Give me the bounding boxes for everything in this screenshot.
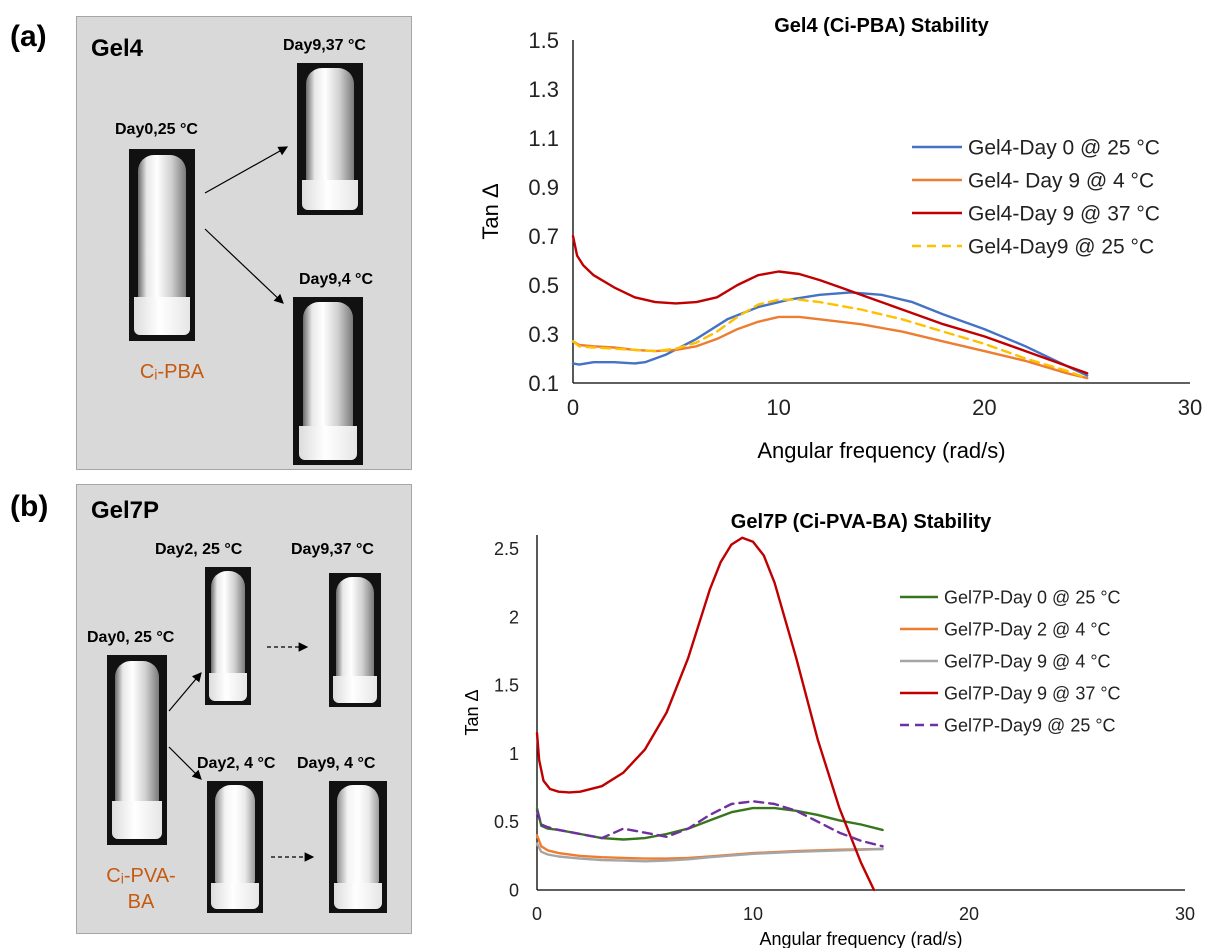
gel4-vial-day9-4c	[293, 297, 363, 465]
gel4-vial-label-day0: Day0,25 °C	[115, 121, 198, 138]
gel4-series-line-gel4-day9-25-c	[571, 298, 1089, 380]
gel4-stability-chart: Gel4 (Ci-PBA) Stability 0.1 0.3 0.5 0.7 0.9 1.…	[478, 15, 1202, 463]
gel4-chart-title: Gel4 (Ci-PBA) Stability	[774, 15, 989, 37]
gel4-y-tick-label: 1.5	[528, 28, 559, 53]
gel7p-legend-label-gel7p-day-9-4-c: Gel7P-Day 9 @ 4 °C	[944, 651, 1111, 671]
gel4-x-tick-label: 20	[972, 395, 996, 420]
gel4-series-line-gel4-day-9-4-c	[571, 315, 1089, 380]
gel4-legend-label-gel4-day-9-4-c: Gel4- Day 9 @ 4 °C	[968, 170, 1154, 193]
gel7p-legend-label-gel7p-day-0-25-c: Gel7P-Day 0 @ 25 °C	[944, 587, 1121, 607]
gel4-series-line-gel4-day-0-25-c	[571, 291, 1089, 377]
gel7p-vial-day2-4c	[207, 781, 263, 913]
gel7p-y-tick-label: 1.5	[494, 676, 519, 696]
gel7p-vial-day0	[107, 655, 167, 845]
gel7p-arrow-to-day2-25c	[168, 672, 202, 712]
gel7p-y-axis-label: Tan Δ	[462, 689, 482, 735]
gel4-y-tick-label: 0.1	[528, 371, 559, 396]
gel4-vial-label-day9-4c: Day9,4 °C	[299, 271, 373, 288]
gel4-y-tick-label: 1.3	[528, 77, 559, 102]
gel7p-vial-label-day0: Day0, 25 °C	[87, 629, 175, 646]
gel7p-x-tick-label: 20	[959, 904, 979, 924]
gel7p-vial-label-day9-4c: Day9, 4 °C	[297, 755, 376, 772]
gel4-vial-label-day9-37c: Day9,37 °C	[283, 37, 366, 54]
gel4-series-line-gel4-day-9-37-c	[571, 234, 1089, 375]
gel7p-chart-title: Gel7P (Ci-PVA-BA) Stability	[731, 511, 992, 533]
gel4-y-tick-label: 1.1	[528, 126, 559, 151]
gel7p-series-line-gel7p-day-9-4-c	[535, 842, 884, 863]
gel4-x-tick-label: 10	[766, 395, 790, 420]
gel7p-legend-label-gel7p-day-9-37-c: Gel7P-Day 9 @ 37 °C	[944, 683, 1121, 703]
gel4-vial-day0	[129, 149, 195, 341]
gel7p-vial-day9-4c	[329, 781, 387, 913]
gel4-y-tick-label: 0.5	[528, 273, 559, 298]
gel4-arrow-to-37c	[204, 146, 289, 194]
gel4-polymer-label: Cᵢ-PBA	[139, 361, 205, 383]
gel7p-series-line-gel7p-day-9-37-c	[535, 536, 876, 892]
gel7p-series-line-gel7p-day9-25-c	[535, 800, 884, 848]
panel-a-letter: (a)	[10, 20, 47, 53]
gel4-photo-panel: Gel4 Day0,25 °C Day9,37 °C Day9,4 °C Cᵢ-…	[76, 16, 412, 470]
gel4-name: Gel4	[91, 35, 144, 62]
gel7p-polymer-line1: Cᵢ-PVA-	[106, 865, 176, 887]
gel7p-y-tick-label: 1	[509, 744, 519, 764]
gel7p-arrows	[168, 642, 315, 862]
gel7p-legend-label-gel7p-day-2-4-c: Gel7P-Day 2 @ 4 °C	[944, 619, 1111, 639]
gel7p-x-tick-label: 30	[1175, 904, 1195, 924]
gel4-arrows	[204, 146, 289, 304]
gel4-y-tick-label: 0.7	[528, 224, 559, 249]
gel7p-x-tick-label: 10	[743, 904, 763, 924]
gel7p-vial-label-day9-37c: Day9,37 °C	[291, 541, 374, 558]
gel4-x-tick-label: 30	[1178, 395, 1202, 420]
gel4-x-axis-label: Angular frequency (rad/s)	[757, 438, 1005, 463]
gel4-legend-label-gel4-day-0-25-c: Gel4-Day 0 @ 25 °C	[968, 137, 1160, 160]
gel7p-vial-label-day2-25c: Day2, 25 °C	[155, 541, 243, 558]
gel7p-vial-label-day2-4c: Day2, 4 °C	[197, 755, 276, 772]
gel4-legend-label-gel4-day9-25-c: Gel4-Day9 @ 25 °C	[968, 236, 1154, 259]
gel7p-polymer-line2: BA	[127, 891, 155, 913]
gel7p-x-tick-label: 0	[532, 904, 542, 924]
gel7p-stability-chart: Gel7P (Ci-PVA-BA) Stability 0 0.5 1 1.5 2 2.5 0…	[462, 511, 1195, 948]
gel4-y-tick-label: 0.3	[528, 322, 559, 347]
gel4-y-axis-label: Tan Δ	[478, 183, 503, 240]
gel4-y-tick-label: 0.9	[528, 175, 559, 200]
panel-b-letter: (b)	[10, 490, 49, 523]
gel4-arrow-to-4c	[204, 228, 284, 304]
gel7p-vial-day9-37c	[329, 573, 381, 707]
gel7p-photo-panel: Gel7P Day0, 25 °C Day2, 25 °C Day9,37 °C…	[76, 484, 412, 934]
gel7p-x-axis-label: Angular frequency (rad/s)	[759, 929, 962, 948]
gel4-vial-day9-37c	[297, 63, 363, 215]
gel4-x-tick-label: 0	[567, 395, 579, 420]
gel7p-legend-label-gel7p-day9-25-c: Gel7P-Day9 @ 25 °C	[944, 715, 1116, 735]
gel7p-series-line-gel7p-day-2-4-c	[535, 834, 884, 860]
gel7p-polymer-label: Cᵢ-PVA- BA	[81, 863, 201, 915]
gel7p-y-tick-label: 2	[509, 607, 519, 627]
gel7p-vial-day2-25c	[205, 567, 251, 705]
gel7p-name: Gel7P	[91, 497, 160, 524]
gel4-legend-label-gel4-day-9-37-c: Gel4-Day 9 @ 37 °C	[968, 203, 1160, 226]
gel7p-y-tick-label: 0	[509, 880, 519, 900]
gel7p-y-tick-label: 0.5	[494, 812, 519, 832]
gel7p-arrow-to-day2-4c	[168, 746, 202, 780]
gel7p-y-tick-label: 2.5	[494, 539, 519, 559]
